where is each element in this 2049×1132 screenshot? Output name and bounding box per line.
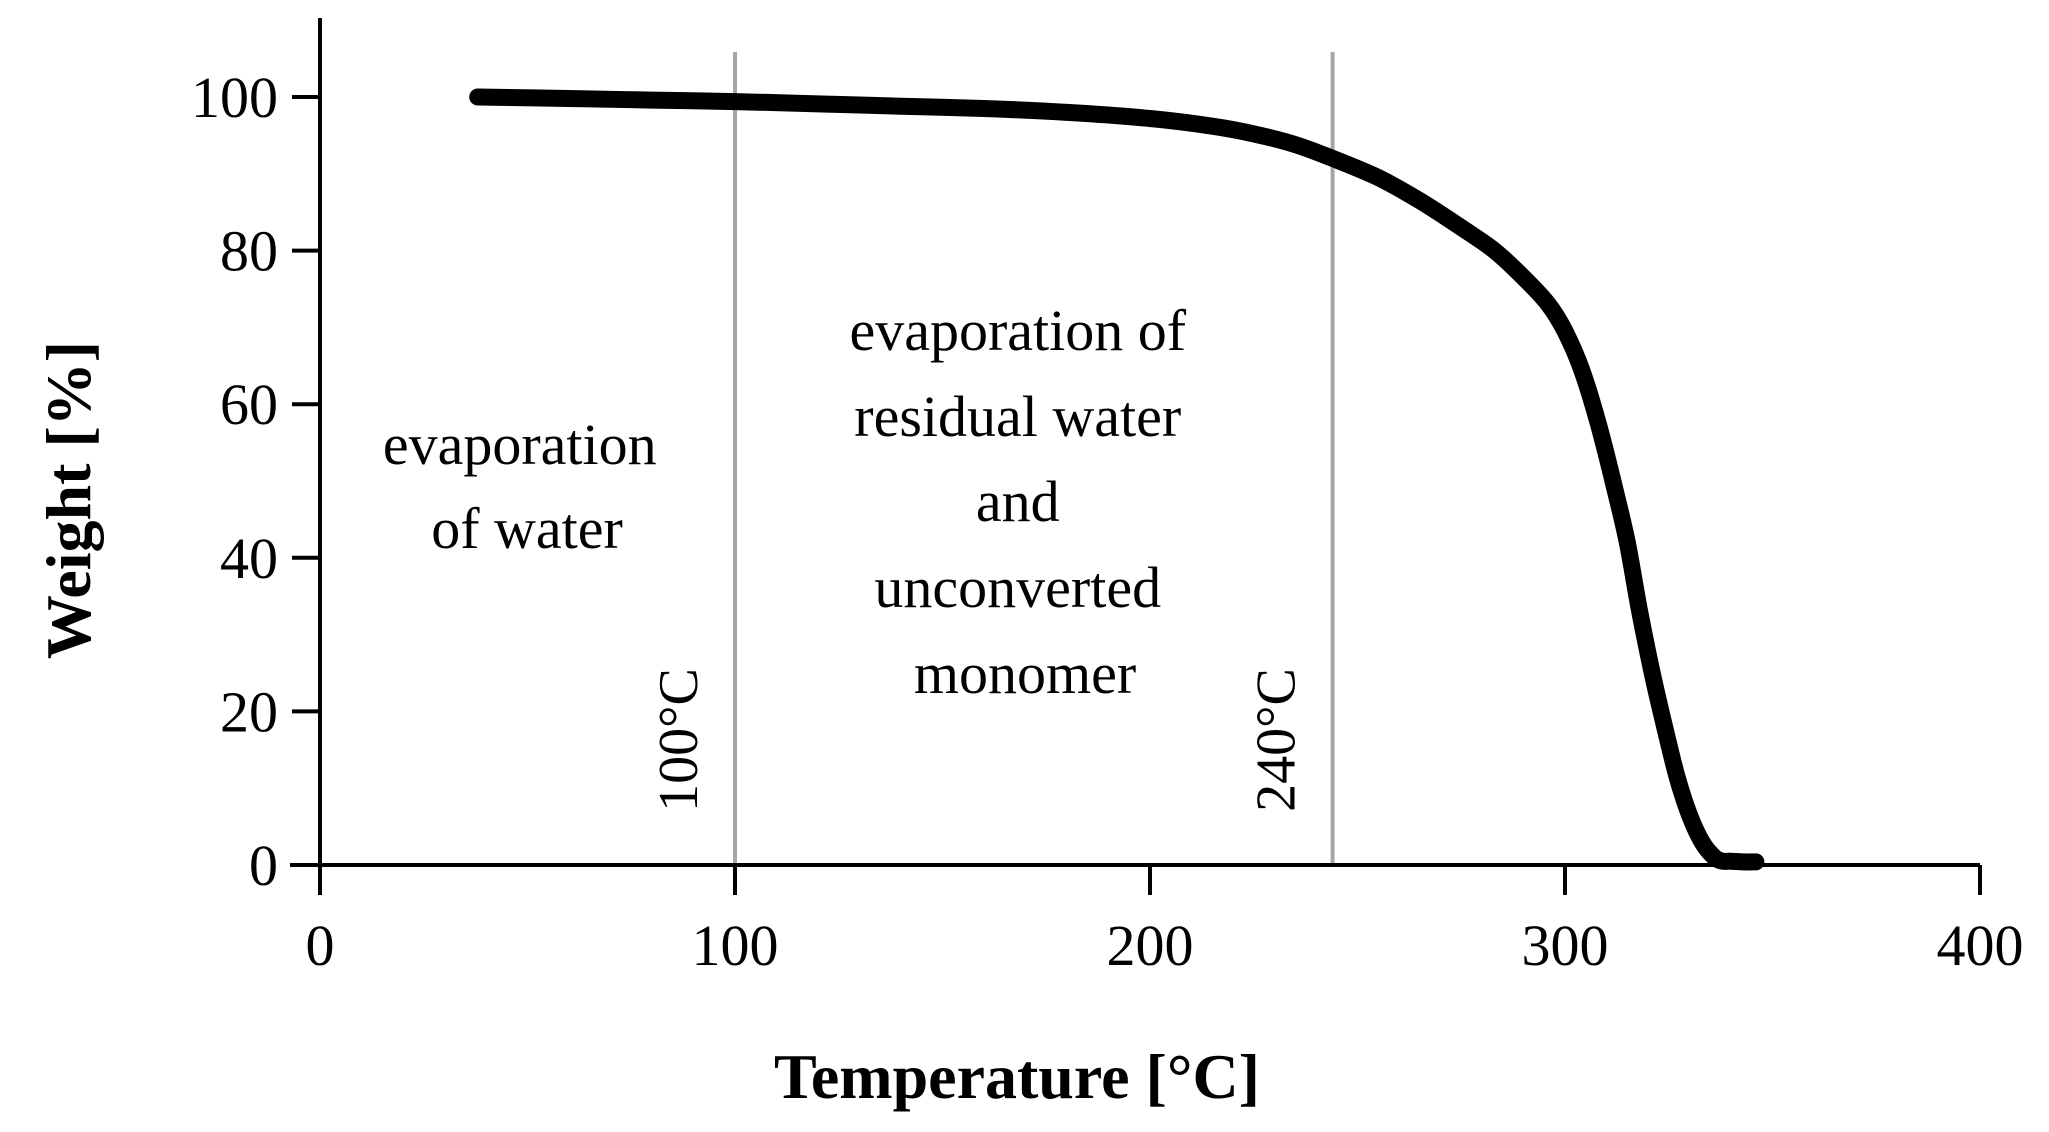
y-ticks: 0 20 40 60 80 100	[191, 65, 320, 898]
annotation-residual-line: unconverted	[874, 555, 1161, 620]
x-axis-title: Temperature [°C]	[774, 1041, 1260, 1112]
annotation-residual-line: residual water	[854, 384, 1181, 449]
tga-curve-line	[469, 88, 1765, 871]
annotation-residual-line: evaporation of	[849, 298, 1186, 363]
x-tick-label: 0	[306, 913, 335, 978]
annotation-water: evaporation of water	[383, 412, 671, 561]
y-tick-label: 40	[220, 526, 278, 591]
x-ticks: 0 100 200 300 400	[306, 865, 2024, 978]
x-tick-label: 100	[692, 913, 779, 978]
y-tick-label: 100	[191, 65, 278, 130]
annotation-water-line: evaporation	[383, 412, 657, 477]
vline-240c-label: 240°C	[1246, 668, 1308, 812]
y-tick-label: 60	[220, 372, 278, 437]
annotation-residual-line: and	[976, 469, 1060, 534]
y-axis-title: Weight [%]	[33, 341, 104, 659]
annotation-residual-line: monomer	[914, 641, 1136, 706]
y-tick-label: 80	[220, 219, 278, 284]
annotation-residual: evaporation of residual water and unconv…	[849, 298, 1200, 706]
x-tick-label: 300	[1522, 913, 1609, 978]
y-tick-label: 0	[249, 833, 278, 898]
annotation-water-line: of water	[431, 496, 623, 561]
x-tick-label: 200	[1107, 913, 1194, 978]
y-tick-label: 20	[220, 679, 278, 744]
vline-100c-label: 100°C	[648, 668, 710, 812]
x-tick-label: 400	[1937, 913, 2024, 978]
